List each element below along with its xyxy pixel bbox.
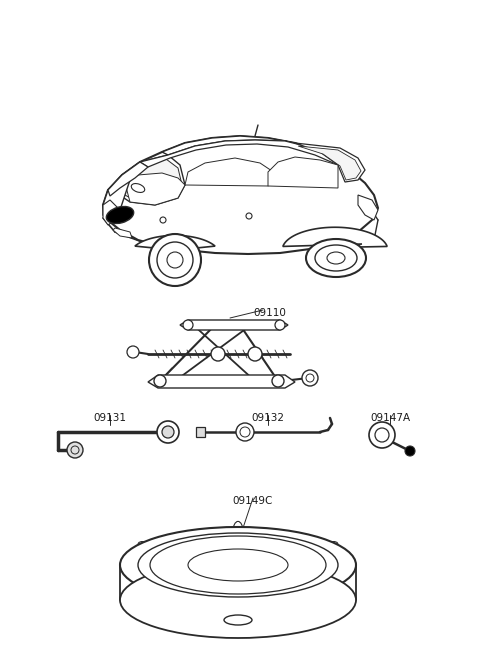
Polygon shape	[298, 146, 361, 180]
Circle shape	[183, 320, 193, 330]
Circle shape	[248, 347, 262, 361]
Text: 09147A: 09147A	[370, 413, 410, 423]
Polygon shape	[103, 136, 378, 254]
Ellipse shape	[150, 536, 326, 594]
Ellipse shape	[138, 542, 156, 555]
Polygon shape	[162, 136, 340, 165]
Circle shape	[160, 217, 166, 223]
Polygon shape	[140, 140, 338, 167]
Text: 09110: 09110	[253, 308, 287, 318]
Polygon shape	[180, 320, 288, 330]
Circle shape	[154, 375, 166, 387]
Ellipse shape	[132, 183, 144, 193]
Ellipse shape	[306, 239, 366, 277]
Polygon shape	[268, 157, 338, 188]
Circle shape	[149, 234, 201, 286]
Circle shape	[405, 446, 415, 456]
Circle shape	[272, 375, 284, 387]
Circle shape	[236, 423, 254, 441]
Ellipse shape	[106, 206, 134, 223]
Circle shape	[211, 347, 225, 361]
Polygon shape	[108, 162, 148, 196]
Polygon shape	[185, 158, 278, 186]
Circle shape	[127, 346, 139, 358]
Text: 09132: 09132	[252, 413, 285, 423]
Circle shape	[162, 426, 174, 438]
Circle shape	[246, 213, 252, 219]
Polygon shape	[115, 155, 185, 205]
Polygon shape	[103, 200, 120, 225]
Ellipse shape	[327, 252, 345, 264]
Polygon shape	[295, 143, 365, 182]
Ellipse shape	[138, 575, 156, 588]
Circle shape	[302, 370, 318, 386]
Ellipse shape	[188, 549, 288, 581]
Circle shape	[67, 442, 83, 458]
Ellipse shape	[138, 533, 338, 597]
Polygon shape	[103, 175, 130, 222]
Circle shape	[275, 320, 285, 330]
Ellipse shape	[320, 575, 338, 588]
Ellipse shape	[320, 542, 338, 555]
Ellipse shape	[233, 589, 243, 608]
Polygon shape	[113, 228, 132, 238]
Circle shape	[157, 421, 179, 443]
Ellipse shape	[120, 527, 356, 603]
Circle shape	[167, 252, 183, 268]
Circle shape	[157, 242, 193, 278]
Polygon shape	[118, 159, 182, 202]
Polygon shape	[196, 427, 205, 437]
Ellipse shape	[120, 562, 356, 638]
Circle shape	[306, 374, 314, 382]
Text: 09131: 09131	[94, 413, 127, 423]
Circle shape	[226, 553, 250, 577]
Polygon shape	[358, 195, 378, 220]
Ellipse shape	[233, 521, 243, 542]
Polygon shape	[135, 235, 215, 252]
Polygon shape	[283, 227, 387, 248]
Text: 09149C: 09149C	[233, 496, 273, 506]
Polygon shape	[148, 375, 295, 388]
Circle shape	[369, 422, 395, 448]
Polygon shape	[125, 173, 185, 205]
Ellipse shape	[315, 245, 357, 271]
Ellipse shape	[224, 615, 252, 625]
Circle shape	[216, 543, 260, 587]
Polygon shape	[203, 557, 273, 577]
